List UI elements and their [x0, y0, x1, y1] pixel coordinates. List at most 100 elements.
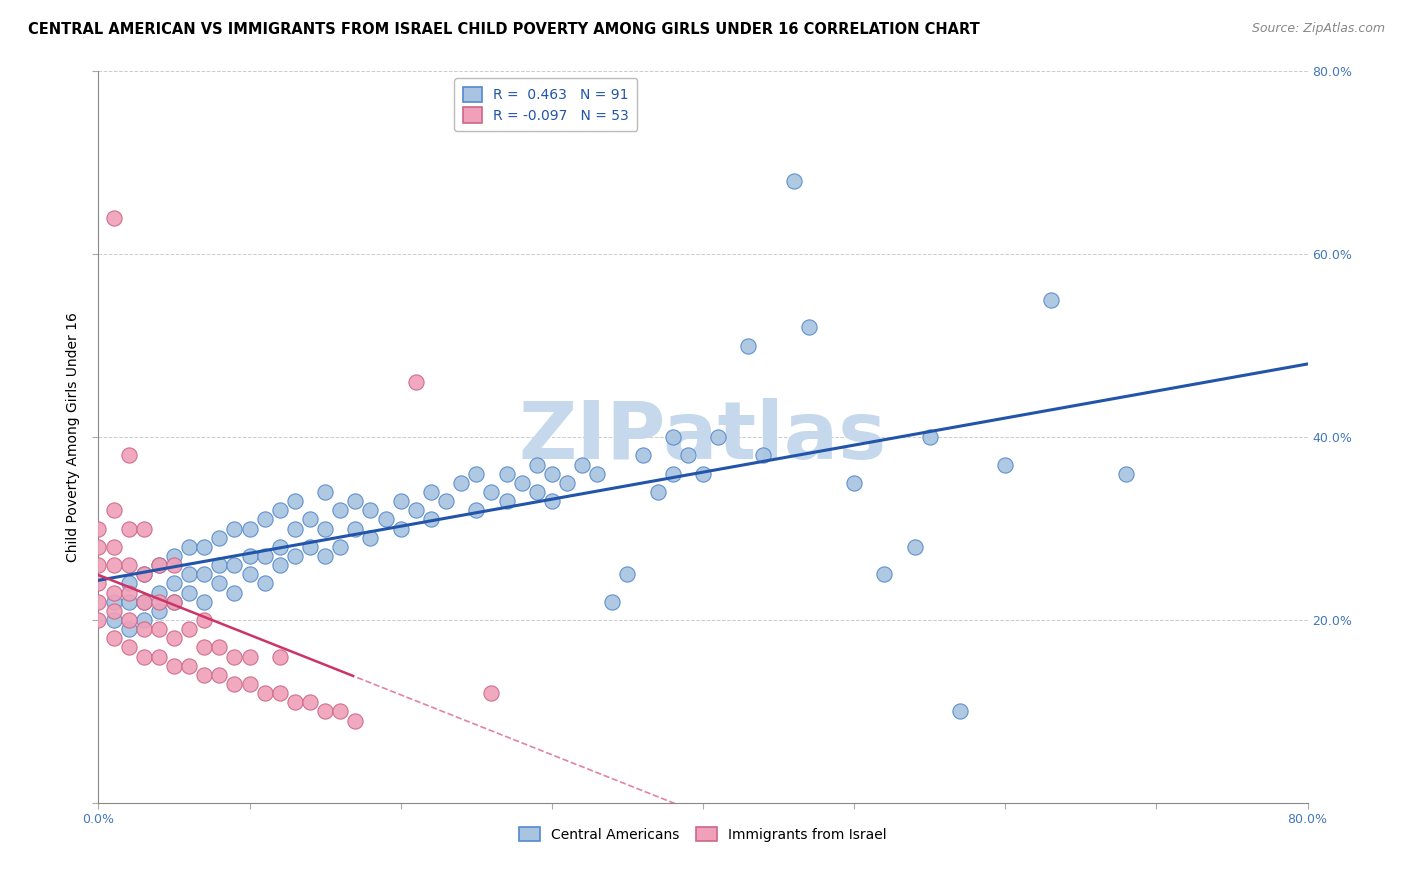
Point — [253, 549, 276, 563]
Point — [420, 512, 443, 526]
Point — [269, 686, 291, 700]
Point — [118, 576, 141, 591]
Point — [783, 174, 806, 188]
Point — [269, 558, 291, 573]
Point — [571, 458, 593, 472]
Point — [179, 540, 201, 554]
Point — [103, 613, 125, 627]
Point — [224, 558, 246, 573]
Point — [103, 558, 125, 573]
Point — [163, 558, 186, 573]
Point — [148, 649, 170, 664]
Point — [239, 567, 262, 582]
Point — [208, 640, 231, 655]
Point — [193, 540, 215, 554]
Point — [118, 622, 141, 636]
Point — [103, 594, 125, 608]
Point — [179, 585, 201, 599]
Point — [87, 594, 110, 608]
Point — [540, 494, 562, 508]
Point — [193, 640, 215, 655]
Point — [132, 521, 155, 535]
Point — [132, 567, 155, 582]
Point — [148, 594, 170, 608]
Text: Source: ZipAtlas.com: Source: ZipAtlas.com — [1251, 22, 1385, 36]
Point — [949, 705, 972, 719]
Point — [208, 558, 231, 573]
Point — [481, 686, 503, 700]
Point — [344, 521, 367, 535]
Point — [163, 594, 186, 608]
Point — [495, 467, 517, 481]
Point — [752, 448, 775, 462]
Point — [103, 585, 125, 599]
Point — [692, 467, 714, 481]
Point — [661, 467, 683, 481]
Point — [239, 677, 262, 691]
Point — [103, 632, 125, 646]
Point — [193, 567, 215, 582]
Point — [495, 494, 517, 508]
Point — [631, 448, 654, 462]
Point — [314, 485, 336, 500]
Point — [193, 594, 215, 608]
Point — [103, 503, 125, 517]
Point — [344, 494, 367, 508]
Point — [163, 632, 186, 646]
Point — [555, 475, 578, 490]
Point — [148, 585, 170, 599]
Point — [647, 485, 669, 500]
Point — [314, 705, 336, 719]
Point — [253, 576, 276, 591]
Point — [586, 467, 609, 481]
Point — [299, 512, 322, 526]
Point — [661, 430, 683, 444]
Point — [269, 649, 291, 664]
Point — [87, 521, 110, 535]
Point — [329, 503, 352, 517]
Y-axis label: Child Poverty Among Girls Under 16: Child Poverty Among Girls Under 16 — [66, 312, 80, 562]
Point — [994, 458, 1017, 472]
Point — [450, 475, 472, 490]
Point — [1039, 293, 1062, 307]
Point — [179, 567, 201, 582]
Text: CENTRAL AMERICAN VS IMMIGRANTS FROM ISRAEL CHILD POVERTY AMONG GIRLS UNDER 16 CO: CENTRAL AMERICAN VS IMMIGRANTS FROM ISRA… — [28, 22, 980, 37]
Point — [918, 430, 941, 444]
Point — [797, 320, 820, 334]
Point — [284, 549, 307, 563]
Point — [239, 549, 262, 563]
Point — [269, 503, 291, 517]
Point — [707, 430, 730, 444]
Point — [208, 531, 231, 545]
Point — [163, 594, 186, 608]
Point — [163, 576, 186, 591]
Point — [208, 576, 231, 591]
Point — [87, 576, 110, 591]
Point — [405, 375, 427, 389]
Point — [224, 521, 246, 535]
Point — [481, 485, 503, 500]
Point — [420, 485, 443, 500]
Point — [148, 558, 170, 573]
Point — [314, 549, 336, 563]
Point — [132, 567, 155, 582]
Point — [510, 475, 533, 490]
Point — [132, 649, 155, 664]
Point — [465, 467, 488, 481]
Point — [118, 585, 141, 599]
Point — [132, 594, 155, 608]
Point — [193, 667, 215, 681]
Point — [329, 705, 352, 719]
Point — [676, 448, 699, 462]
Point — [118, 448, 141, 462]
Point — [360, 531, 382, 545]
Point — [87, 540, 110, 554]
Point — [389, 521, 412, 535]
Point — [208, 667, 231, 681]
Point — [253, 512, 276, 526]
Point — [526, 485, 548, 500]
Point — [299, 695, 322, 709]
Point — [103, 540, 125, 554]
Point — [844, 475, 866, 490]
Point — [148, 622, 170, 636]
